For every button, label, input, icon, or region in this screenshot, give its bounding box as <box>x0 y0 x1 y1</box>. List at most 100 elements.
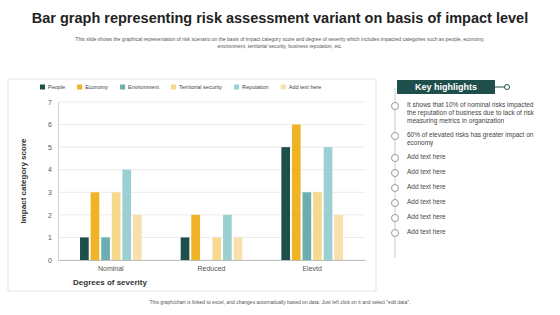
bar <box>212 237 221 260</box>
bar <box>223 215 232 260</box>
x-tick: Nominal <box>98 260 124 272</box>
legend-label: Territorial security <box>179 84 222 90</box>
highlight-bullet <box>391 169 399 177</box>
title: Bar graph representing risk assessment v… <box>0 10 560 26</box>
highlight-item: Add text here <box>391 168 541 177</box>
bar <box>101 237 110 260</box>
highlight-bullet <box>391 214 399 222</box>
legend-swatch <box>281 85 286 90</box>
grid-line <box>58 169 365 170</box>
highlight-bullet <box>391 199 399 207</box>
y-tick: 1 <box>48 234 58 241</box>
highlight-text: It shows that 10% of nominal risks impac… <box>407 101 541 125</box>
x-axis-line <box>59 260 366 261</box>
legend-label: Environment <box>128 84 159 90</box>
y-tick-label: 4 <box>48 166 52 173</box>
y-tick: 5 <box>48 144 58 151</box>
highlight-bullet <box>391 154 399 162</box>
y-axis-title: Impact category score <box>19 138 28 223</box>
bar <box>112 192 121 260</box>
x-tick-label: Elevtd <box>302 265 322 272</box>
y-tick: 3 <box>48 189 58 196</box>
y-tick-label: 0 <box>48 257 52 264</box>
highlight-dot <box>505 85 510 90</box>
highlight-text: Add text here <box>407 183 446 191</box>
legend-item: Economy <box>77 84 108 90</box>
y-tick-label: 5 <box>48 144 52 151</box>
footer: This graph/chart is linked to excel, and… <box>0 299 560 305</box>
y-tick: 2 <box>48 212 58 219</box>
bar <box>202 260 211 261</box>
y-tick: 7 <box>48 99 58 106</box>
bar <box>281 147 290 260</box>
highlight-list: It shows that 10% of nominal risks impac… <box>391 101 541 243</box>
bar <box>133 215 142 260</box>
highlight-text: Add text here <box>407 228 446 236</box>
x-tick-label: Nominal <box>98 265 124 272</box>
highlight-bullet <box>391 184 399 192</box>
x-axis: Nominal Reduced Elevtd <box>59 260 366 272</box>
x-tick-label: Reduced <box>197 265 225 272</box>
highlight-bullet <box>391 102 399 110</box>
legend-label: Reputation <box>242 84 269 90</box>
highlight-item: Add text here <box>391 213 541 222</box>
legend-swatch <box>171 85 176 90</box>
bar <box>122 170 131 260</box>
y-axis-line <box>58 103 59 261</box>
highlight-item: Add text here <box>391 228 541 237</box>
y-tick-label: 7 <box>48 99 52 106</box>
y-tick: 0 <box>48 257 58 264</box>
highlight-text: Add text here <box>407 168 446 176</box>
x-tick: Reduced <box>197 260 225 272</box>
legend-item: People <box>40 84 65 90</box>
bar <box>292 125 301 260</box>
legend-swatch <box>77 85 82 90</box>
highlight-item: Add text here <box>391 198 541 207</box>
grid-line <box>58 124 365 125</box>
highlight-text: Add text here <box>407 198 446 206</box>
y-tick: 6 <box>48 121 58 128</box>
y-tick-label: 2 <box>48 212 52 219</box>
bar <box>334 215 343 260</box>
chart-frame <box>8 79 376 291</box>
legend-label: People <box>48 84 65 90</box>
legend-swatch <box>120 85 125 90</box>
y-tick: 4 <box>48 166 58 173</box>
highlight-item: Add text here <box>391 183 541 192</box>
legend-item: Reputation <box>234 84 269 90</box>
legend-item: Environment <box>120 84 159 90</box>
bar <box>191 215 200 260</box>
y-tick-label: 1 <box>48 234 52 241</box>
bar <box>303 192 312 260</box>
subtitle: This slide shows the graphical represent… <box>70 36 490 49</box>
highlight-text: 60% of elevated risks has greater impact… <box>407 131 541 147</box>
legend-item: Add text here <box>281 84 322 90</box>
highlight-text: Add text here <box>407 153 446 161</box>
highlight-header: Key highlights <box>397 80 495 94</box>
highlight-item: It shows that 10% of nominal risks impac… <box>391 101 541 125</box>
highlight-connector <box>495 87 505 88</box>
highlight-bullet <box>391 132 399 140</box>
bar <box>324 147 333 260</box>
bars <box>80 125 343 260</box>
legend-label: Economy <box>85 84 108 90</box>
legend: People Economy Environment Territorial secu… <box>40 84 321 90</box>
legend-item: Territorial security <box>171 84 222 90</box>
bar <box>91 192 100 260</box>
grid-line <box>58 102 365 103</box>
bar <box>234 237 243 260</box>
y-axis: 0 1 2 3 4 5 6 7 <box>48 99 58 264</box>
highlight-item: Add text here <box>391 153 541 162</box>
highlight-bullet <box>391 229 399 237</box>
x-axis-title: Degrees of severity <box>73 278 147 287</box>
highlight-item: 60% of elevated risks has greater impact… <box>391 131 541 147</box>
bar <box>313 192 322 260</box>
bar <box>181 237 190 260</box>
bar <box>80 237 89 260</box>
legend-swatch <box>234 85 239 90</box>
grid-line <box>58 147 365 148</box>
legend-label: Add text here <box>289 84 322 90</box>
grid <box>58 102 365 260</box>
y-tick-label: 3 <box>48 189 52 196</box>
x-tick: Elevtd <box>302 260 322 272</box>
